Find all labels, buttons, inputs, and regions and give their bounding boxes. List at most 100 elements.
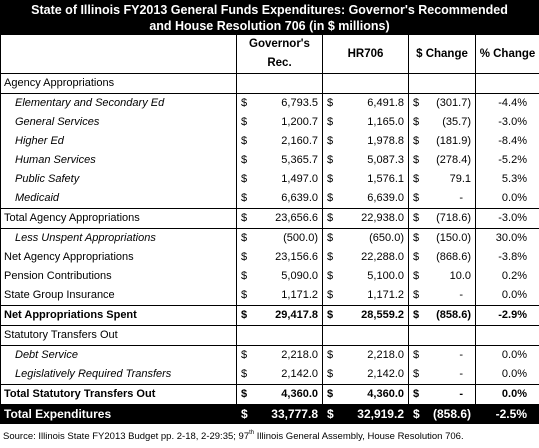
currency-symbol: $	[413, 135, 420, 147]
cell-hr: $1,576.1	[322, 170, 409, 189]
cell-hr: $5,087.3	[322, 151, 409, 170]
row-label: State Group Insurance	[0, 286, 237, 306]
currency-symbol: $	[413, 192, 420, 204]
cell-gov: $6,639.0	[236, 189, 323, 209]
currency-symbol: $	[327, 368, 334, 380]
currency-symbol: $	[413, 154, 420, 166]
cell-chg: $10.0	[408, 267, 476, 286]
cell-percent-change: 5.3%	[475, 170, 539, 189]
cell-gov: $4,360.0	[236, 384, 323, 405]
cell-value: 6,793.5	[281, 97, 318, 109]
cell-gov: $5,365.7	[236, 151, 323, 170]
cell-gov: $1,200.7	[236, 113, 323, 132]
table-row: Medicaid $6,639.0 $6,639.0 $ -0.0%	[0, 189, 539, 209]
currency-symbol: $	[413, 270, 420, 282]
cell-hr: $2,218.0	[322, 345, 409, 365]
currency-symbol: $	[327, 192, 334, 204]
cell-chg: $ (868.6)	[408, 248, 476, 267]
cell-chg: $ (858.6)	[408, 305, 476, 326]
currency-symbol: $	[327, 349, 334, 361]
currency-symbol: $	[327, 232, 334, 244]
currency-symbol: $	[241, 368, 248, 380]
currency-symbol: $	[413, 368, 420, 380]
row-label: Public Safety	[0, 170, 237, 189]
currency-symbol: $	[241, 192, 248, 204]
cell-value: 28,559.2	[361, 309, 404, 321]
cell-gov	[236, 325, 323, 346]
cell-percent-change: -2.9%	[475, 305, 539, 326]
cell-value: -	[459, 368, 463, 380]
cell-percent-change: 0.0%	[475, 189, 539, 209]
cell-percent-change: -2.5%	[475, 404, 539, 424]
cell-value: (858.6)	[436, 309, 471, 321]
header-hr706: HR706	[322, 35, 409, 74]
row-label: Human Services	[0, 151, 237, 170]
cell-hr: $6,491.8	[322, 93, 409, 113]
currency-symbol: $	[241, 232, 248, 244]
cell-value: 1,165.0	[367, 116, 404, 128]
currency-symbol: $	[413, 232, 420, 244]
currency-symbol: $	[241, 251, 248, 263]
cell-percent-change: 0.2%	[475, 267, 539, 286]
cell-hr	[322, 73, 409, 94]
cell-hr: $6,639.0	[322, 189, 409, 209]
table-row: Total Agency Appropriations $23,656.6 $22,…	[0, 208, 539, 229]
currency-symbol: $	[327, 388, 334, 400]
row-label: Agency Appropriations	[0, 73, 237, 94]
cell-value: 32,919.2	[357, 407, 404, 421]
row-label: Pension Contributions	[0, 267, 237, 286]
cell-gov: $2,218.0	[236, 345, 323, 365]
cell-value: 23,156.6	[275, 251, 318, 263]
cell-chg: $ -	[408, 365, 476, 385]
cell-value: -	[459, 349, 463, 361]
currency-symbol: $	[327, 154, 334, 166]
table-row: Elementary and Secondary Ed $6,793.5 $6,49…	[0, 93, 539, 113]
cell-value: 5,087.3	[367, 154, 404, 166]
currency-symbol: $	[413, 97, 420, 109]
currency-symbol: $	[241, 309, 248, 321]
cell-percent-change	[475, 73, 539, 94]
cell-value: 1,171.2	[367, 289, 404, 301]
currency-symbol: $	[241, 349, 248, 361]
cell-hr: $ (650.0)	[322, 228, 409, 248]
cell-chg: $ -	[408, 345, 476, 365]
currency-symbol: $	[327, 116, 334, 128]
cell-percent-change: -3.0%	[475, 208, 539, 229]
cell-gov: $23,156.6	[236, 248, 323, 267]
cell-value: 10.0	[449, 270, 471, 282]
row-label: Elementary and Secondary Ed	[0, 93, 237, 113]
cell-hr: $32,919.2	[322, 404, 409, 424]
row-label: Total Statutory Transfers Out	[0, 384, 237, 405]
table-row: Net Appropriations Spent $29,417.8 $28,559…	[0, 305, 539, 326]
cell-hr: $28,559.2	[322, 305, 409, 326]
cell-hr: $1,978.8	[322, 132, 409, 151]
currency-symbol: $	[413, 407, 420, 421]
currency-symbol: $	[327, 251, 334, 263]
cell-value: (718.6)	[436, 212, 471, 224]
cell-chg: $ (150.0)	[408, 228, 476, 248]
cell-gov: $23,656.6	[236, 208, 323, 229]
cell-hr: $1,165.0	[322, 113, 409, 132]
cell-value: (500.0)	[283, 232, 318, 244]
cell-value: 2,142.0	[367, 368, 404, 380]
source-superscript: th	[249, 430, 255, 436]
cell-value: (301.7)	[436, 97, 471, 109]
cell-value: 2,218.0	[281, 349, 318, 361]
currency-symbol: $	[241, 116, 248, 128]
cell-value: 22,938.0	[361, 212, 404, 224]
cell-value: 1,497.0	[281, 173, 318, 185]
cell-value: 6,491.8	[367, 97, 404, 109]
currency-symbol: $	[241, 97, 248, 109]
cell-value: 23,656.6	[275, 212, 318, 224]
cell-value: 1,171.2	[281, 289, 318, 301]
cell-value: (150.0)	[436, 232, 471, 244]
table-title: State of Illinois FY2013 General Funds E…	[0, 0, 539, 35]
cell-percent-change: -5.2%	[475, 151, 539, 170]
cell-hr: $22,288.0	[322, 248, 409, 267]
currency-symbol: $	[241, 212, 248, 224]
currency-symbol: $	[413, 251, 420, 263]
table-row: Pension Contributions $5,090.0 $5,100.0 $10…	[0, 267, 539, 286]
currency-symbol: $	[327, 212, 334, 224]
row-label: Net Appropriations Spent	[0, 305, 237, 326]
cell-percent-change: 0.0%	[475, 384, 539, 405]
